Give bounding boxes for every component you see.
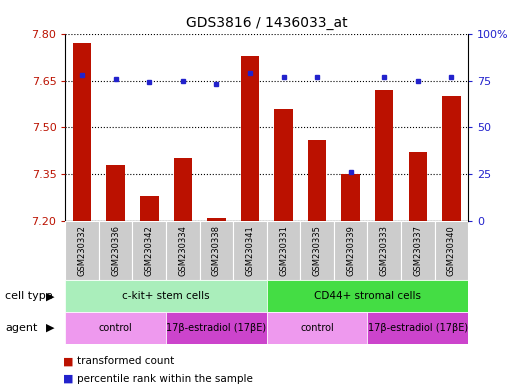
Bar [267,280,468,312]
Bar [241,56,259,221]
Text: 17β-estradiol (17βE): 17β-estradiol (17βE) [368,323,468,333]
Bar [334,221,367,280]
Bar [174,159,192,221]
Bar [375,90,393,221]
Bar [308,140,326,221]
Bar [267,312,367,344]
Text: ■: ■ [63,356,73,366]
Bar [107,165,125,221]
Text: GSM230339: GSM230339 [346,225,355,276]
Bar [207,218,225,221]
Text: control: control [99,323,133,333]
Text: GSM230338: GSM230338 [212,225,221,276]
Text: CD44+ stromal cells: CD44+ stromal cells [314,291,421,301]
Bar [267,221,300,280]
Bar [65,221,99,280]
Bar [200,221,233,280]
Bar [233,221,267,280]
Title: GDS3816 / 1436033_at: GDS3816 / 1436033_at [186,16,348,30]
Text: 17β-estradiol (17βE): 17β-estradiol (17βE) [166,323,266,333]
Bar [367,312,468,344]
Bar [65,312,166,344]
Text: cell type: cell type [5,291,53,301]
Text: GSM230336: GSM230336 [111,225,120,276]
Text: transformed count: transformed count [77,356,175,366]
Bar [166,221,200,280]
Text: GSM230335: GSM230335 [313,225,322,276]
Bar [408,152,427,221]
Text: ▶: ▶ [47,323,55,333]
Bar [166,312,267,344]
Bar [140,196,158,221]
Bar [99,221,132,280]
Text: GSM230342: GSM230342 [145,225,154,276]
Bar [342,174,360,221]
Text: GSM230337: GSM230337 [413,225,422,276]
Bar [435,221,468,280]
Bar [73,43,92,221]
Text: percentile rank within the sample: percentile rank within the sample [77,374,253,384]
Text: control: control [300,323,334,333]
Text: ■: ■ [63,374,73,384]
Bar [274,109,293,221]
Text: GSM230341: GSM230341 [245,225,255,276]
Bar [442,96,461,221]
Text: GSM230333: GSM230333 [380,225,389,276]
Text: GSM230332: GSM230332 [77,225,87,276]
Text: GSM230334: GSM230334 [178,225,187,276]
Text: ▶: ▶ [47,291,55,301]
Bar [401,221,435,280]
Text: GSM230331: GSM230331 [279,225,288,276]
Text: c-kit+ stem cells: c-kit+ stem cells [122,291,210,301]
Bar [300,221,334,280]
Bar [367,221,401,280]
Bar [132,221,166,280]
Text: GSM230340: GSM230340 [447,225,456,276]
Bar [65,280,267,312]
Text: agent: agent [5,323,38,333]
